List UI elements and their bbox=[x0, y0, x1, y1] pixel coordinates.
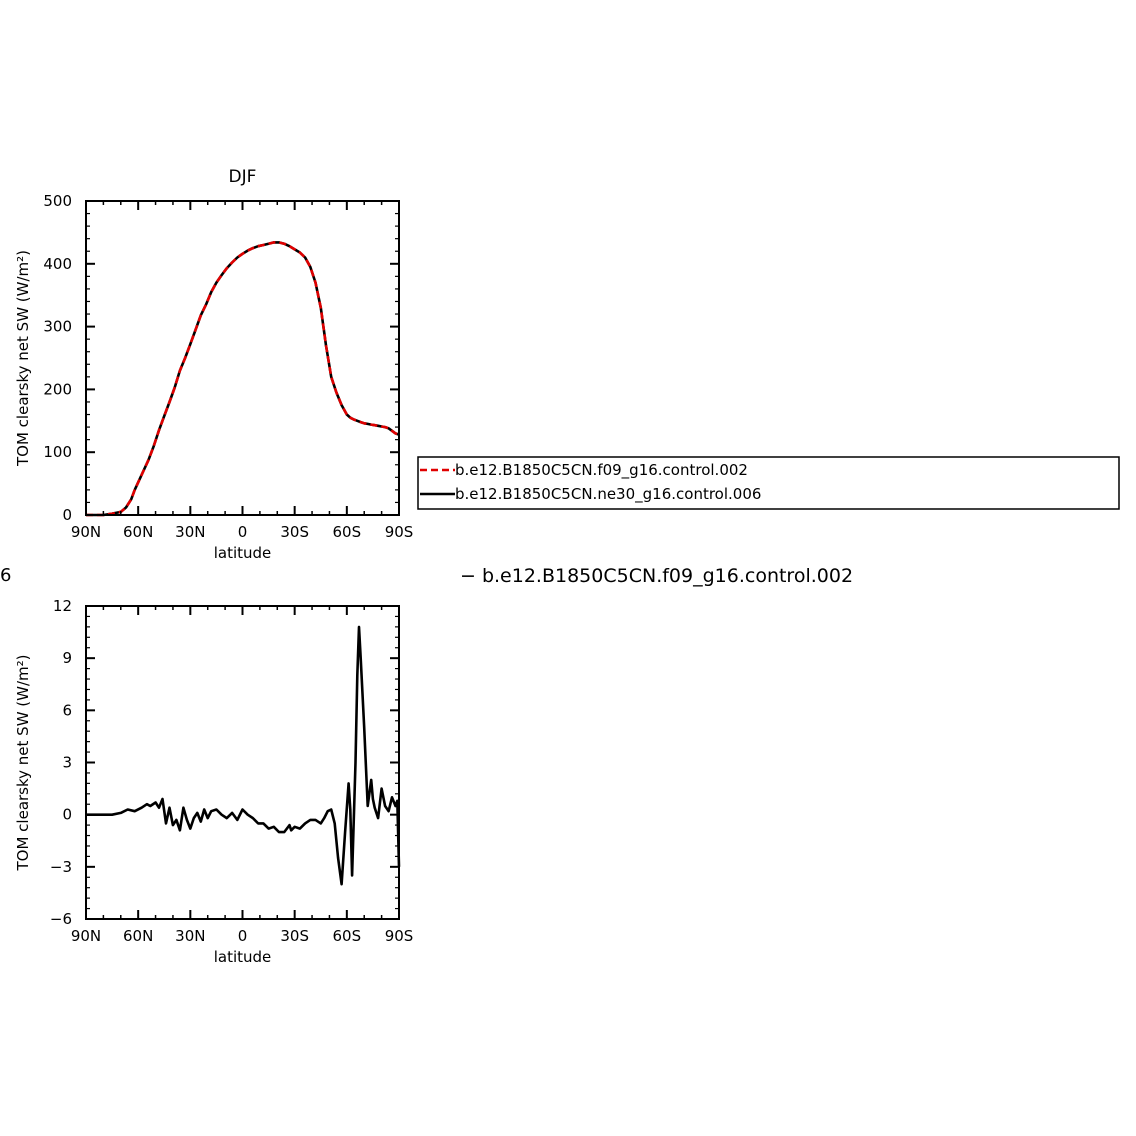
series-line-1 bbox=[86, 625, 401, 886]
y-tick-label: 12 bbox=[53, 597, 72, 615]
x-axis-label: latitude bbox=[214, 948, 272, 966]
x-tick-label: 30N bbox=[175, 523, 205, 541]
y-tick-label: 3 bbox=[62, 754, 72, 772]
x-tick-label: 60S bbox=[333, 523, 362, 541]
legend-label: b.e12.B1850C5CN.f09_g16.control.002 bbox=[455, 461, 748, 480]
x-tick-label: 90N bbox=[71, 927, 101, 945]
y-tick-label: −6 bbox=[50, 910, 72, 928]
x-tick-label: 90N bbox=[71, 523, 101, 541]
bottom-panel: 90N 60N 30N 0 30S 60S 90S −6 −3 0 3 6 9 12 latitude TOM… bbox=[14, 597, 413, 966]
y-tick-label: 9 bbox=[62, 649, 72, 667]
x-tick-label: 60N bbox=[123, 523, 153, 541]
y-tick-label: 6 bbox=[62, 701, 72, 719]
x-tick-label: 30S bbox=[280, 523, 309, 541]
y-tick-label: 200 bbox=[43, 380, 72, 398]
y-tick-label: −3 bbox=[50, 858, 72, 876]
x-tick-label: 30S bbox=[280, 927, 309, 945]
series-line-2 bbox=[86, 241, 400, 517]
legend: b.e12.B1850C5CN.f09_g16.control.002 b.e12… bbox=[417, 456, 1120, 510]
x-tick-label: 90S bbox=[385, 523, 414, 541]
y-tick-label: 400 bbox=[43, 255, 72, 273]
y-tick-label: 100 bbox=[43, 443, 72, 461]
y-tick-label: 0 bbox=[62, 506, 72, 524]
x-tick-label: 30N bbox=[175, 927, 205, 945]
x-tick-label: 0 bbox=[238, 523, 248, 541]
top-panel: 90N 60N 30N 0 30S 60S 90S 0 100 200 300 400 500 latit… bbox=[14, 167, 413, 562]
y-axis-label: TOM clearsky net SW (W/m²) bbox=[14, 250, 32, 467]
y-tick-label: 500 bbox=[43, 192, 72, 210]
x-tick-label: 0 bbox=[238, 927, 248, 945]
chart-title: DJF bbox=[229, 167, 257, 187]
plot-frame bbox=[85, 200, 400, 516]
legend-box bbox=[417, 456, 1120, 510]
x-tick-label: 60S bbox=[333, 927, 362, 945]
cut-off-label: 6 bbox=[0, 565, 12, 586]
x-tick-label: 60N bbox=[123, 927, 153, 945]
y-axis-label: TOM clearsky net SW (W/m²) bbox=[14, 654, 32, 871]
legend-label: b.e12.B1850C5CN.ne30_g16.control.006 bbox=[455, 485, 761, 504]
y-tick-label: 300 bbox=[43, 318, 72, 336]
x-tick-label: 90S bbox=[385, 927, 414, 945]
difference-panel-title: − b.e12.B1850C5CN.f09_g16.control.002 bbox=[460, 565, 854, 587]
series-line-1 bbox=[86, 241, 400, 517]
y-tick-label: 0 bbox=[62, 806, 72, 824]
x-axis-label: latitude bbox=[214, 544, 272, 562]
